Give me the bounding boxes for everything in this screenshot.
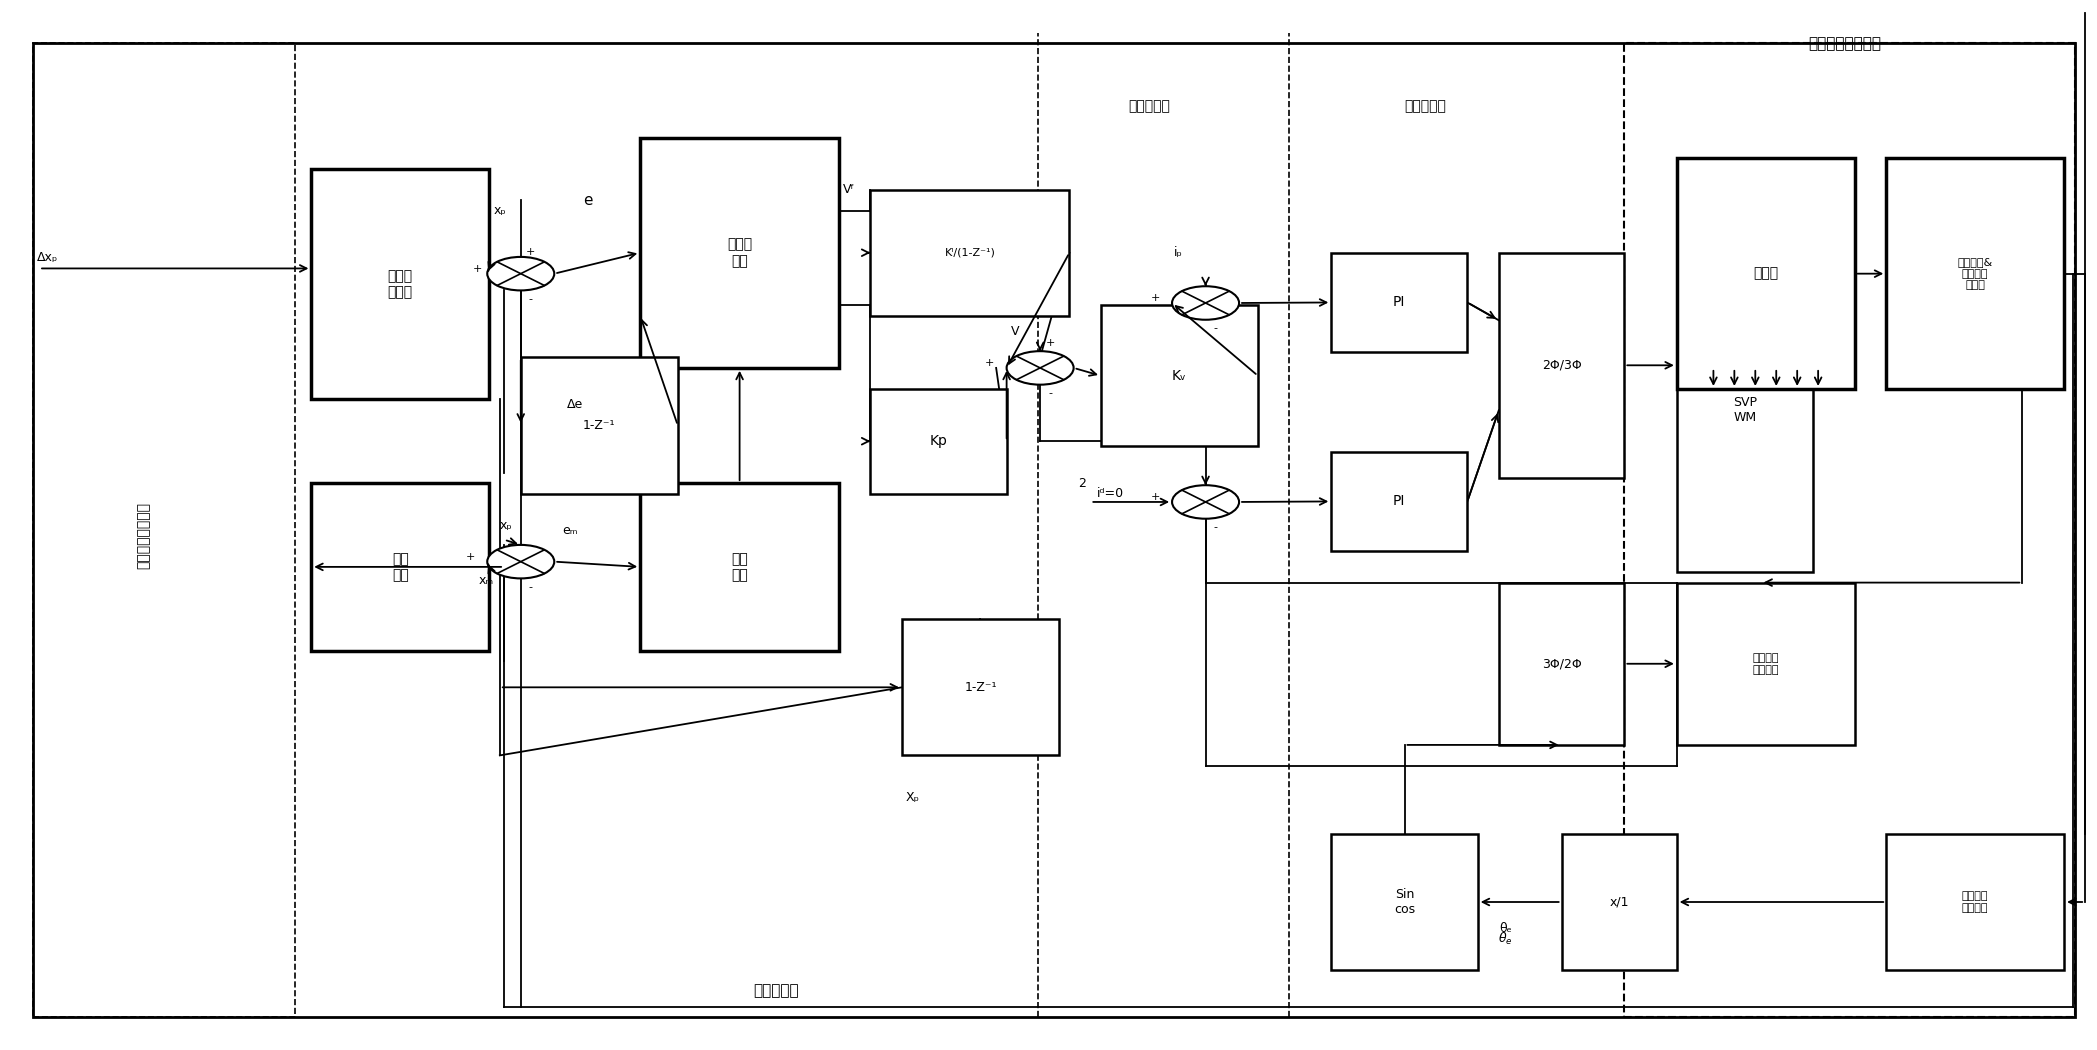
Text: +: +	[526, 247, 535, 257]
Text: -: -	[528, 582, 533, 592]
Text: Kᴵ/(1-Z⁻¹): Kᴵ/(1-Z⁻¹)	[944, 248, 996, 257]
Bar	[310, 483, 489, 651]
Text: -: -	[1048, 388, 1053, 398]
Bar	[640, 138, 839, 368]
Text: +: +	[472, 264, 482, 274]
Text: eₘ: eₘ	[562, 524, 579, 537]
Bar	[902, 620, 1059, 755]
Text: 位置信号
调理电器: 位置信号 调理电器	[1963, 891, 1988, 912]
Bar	[34, 43, 294, 1017]
Text: Δe: Δe	[566, 398, 583, 411]
Bar	[1332, 452, 1468, 551]
Text: 电流信号
调理电路: 电流信号 调理电路	[1753, 653, 1778, 674]
Bar	[1885, 159, 2063, 388]
Text: iₚ: iₚ	[1174, 246, 1183, 259]
Text: 位置控制环: 位置控制环	[753, 984, 799, 999]
Text: Xₚ: Xₚ	[906, 791, 921, 804]
Text: Kp: Kp	[929, 435, 948, 448]
Circle shape	[1172, 287, 1239, 320]
Bar	[310, 169, 489, 399]
Text: +: +	[986, 358, 994, 367]
Text: iᵈ=0: iᵈ=0	[1097, 487, 1124, 500]
Bar	[1499, 583, 1625, 744]
Circle shape	[487, 257, 554, 291]
Text: 参考
模型: 参考 模型	[392, 552, 409, 582]
Text: PI: PI	[1392, 495, 1405, 508]
Text: x/1: x/1	[1608, 896, 1629, 908]
Bar	[1101, 306, 1258, 446]
Bar	[1499, 253, 1625, 478]
Text: 运动轨
迹运算: 运动轨 迹运算	[388, 269, 413, 299]
Text: Kᵥ: Kᵥ	[1172, 369, 1187, 383]
Text: Δxₚ: Δxₚ	[38, 251, 59, 265]
Bar	[1332, 253, 1468, 352]
Circle shape	[1172, 485, 1239, 519]
Text: θₑ: θₑ	[1499, 922, 1512, 934]
Text: 直线电机&
直线光电
编码器: 直线电机& 直线光电 编码器	[1959, 257, 1992, 290]
Bar	[1885, 834, 2063, 970]
Text: +: +	[1046, 338, 1055, 348]
Bar	[1678, 583, 1854, 744]
Text: 校正
机制: 校正 机制	[732, 552, 749, 582]
Text: 3Φ/2Φ: 3Φ/2Φ	[1541, 657, 1581, 670]
Bar	[520, 357, 677, 493]
Circle shape	[1007, 351, 1074, 384]
Text: 运动轨迹跟踪模块: 运动轨迹跟踪模块	[136, 502, 151, 569]
Text: xₘ: xₘ	[478, 574, 495, 587]
Text: 反馈信号检测模块: 反馈信号检测模块	[1808, 36, 1881, 50]
Text: +: +	[1151, 293, 1160, 303]
Text: -: -	[1214, 522, 1218, 532]
Text: -: -	[1214, 323, 1218, 333]
Text: 2: 2	[1078, 477, 1086, 489]
Text: 逆变器: 逆变器	[1753, 267, 1778, 280]
Bar	[1562, 834, 1678, 970]
Text: 速度控制环: 速度控制环	[1128, 99, 1170, 113]
Circle shape	[487, 545, 554, 579]
Text: PI: PI	[1392, 295, 1405, 310]
Text: xₚ: xₚ	[493, 205, 505, 217]
Bar	[870, 190, 1069, 316]
Text: Sin
cos: Sin cos	[1395, 888, 1415, 916]
Bar	[1332, 834, 1478, 970]
Text: SVP
WM: SVP WM	[1732, 396, 1757, 424]
Text: V: V	[1011, 324, 1019, 338]
Text: e: e	[583, 193, 593, 208]
Text: xₚ: xₚ	[499, 519, 512, 531]
Bar	[1678, 159, 1854, 388]
Text: +: +	[466, 551, 476, 562]
Text: 电流控制环: 电流控制环	[1405, 99, 1447, 113]
Text: 1-Z⁻¹: 1-Z⁻¹	[583, 419, 617, 432]
Bar	[1678, 248, 1814, 572]
Text: -: -	[528, 294, 533, 303]
Text: 模糊控
制器: 模糊控 制器	[728, 237, 753, 268]
Bar	[1625, 43, 2074, 1017]
Text: 1-Z⁻¹: 1-Z⁻¹	[965, 680, 996, 694]
Text: 2Φ/3Φ: 2Φ/3Φ	[1541, 359, 1581, 372]
Text: Vᶠ: Vᶠ	[843, 184, 856, 196]
Bar	[870, 388, 1007, 494]
Text: $\theta_e$: $\theta_e$	[1497, 930, 1512, 947]
Bar	[640, 483, 839, 651]
Text: +: +	[1151, 492, 1160, 502]
